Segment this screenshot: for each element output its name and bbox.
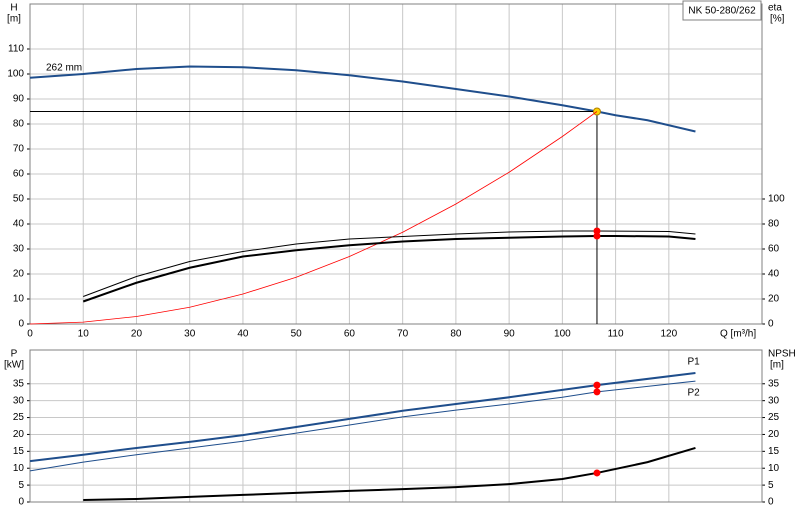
y2-tick-label: 0: [768, 319, 774, 330]
y-tick-label: 20: [13, 269, 25, 280]
x-tick-label: 10: [78, 329, 90, 340]
y2-tick-label: 35: [768, 378, 780, 389]
x-tick-label: 90: [504, 329, 516, 340]
y-tick-label: 15: [13, 446, 25, 457]
y2-tick-label: 100: [768, 194, 785, 205]
curve: [29, 371, 696, 463]
y-tick-label: 60: [13, 169, 25, 180]
x-tick-label: 120: [660, 329, 677, 340]
y-tick-label: 30: [13, 395, 25, 406]
y-tick-label: 110: [8, 44, 24, 55]
y-tick-label: 25: [13, 412, 25, 423]
y2-tick-label: 30: [768, 395, 780, 406]
y-tick-label: 90: [13, 94, 25, 105]
y-tick-label: 20: [13, 429, 25, 440]
curve-label: P1: [687, 357, 700, 368]
x-tick-label: 50: [291, 329, 303, 340]
y-tick-label: 35: [13, 378, 25, 389]
chart-title: NK 50-280/262: [688, 6, 756, 17]
y-tick-label: 10: [13, 294, 25, 305]
y-axis-label: H: [10, 3, 17, 14]
y2-tick-label: 20: [768, 429, 780, 440]
x-tick-label: 40: [237, 329, 249, 340]
duty-point: [593, 227, 601, 235]
y-tick-label: 10: [13, 463, 25, 474]
duty-point: [593, 469, 601, 477]
curve-label: P2: [687, 388, 700, 399]
y2-tick-label: 15: [768, 446, 780, 457]
x-tick-label: 110: [608, 329, 624, 340]
curve: [29, 380, 696, 472]
x-tick-label: 60: [344, 329, 356, 340]
curve: [83, 446, 696, 501]
y-axis-unit: [kW]: [4, 360, 24, 371]
x-tick-label: 20: [131, 329, 143, 340]
y2-axis-label: eta: [768, 3, 782, 14]
y-tick-label: 0: [18, 497, 24, 508]
y2-axis-unit: [%]: [770, 14, 785, 25]
plot-frame: [29, 3, 763, 325]
y2-tick-label: 0: [768, 497, 774, 508]
y2-tick-label: 20: [768, 294, 780, 305]
curve: [83, 230, 696, 297]
y2-tick-label: 80: [768, 219, 780, 230]
curve-label: 262 mm: [46, 62, 82, 73]
duty-point: [593, 388, 601, 396]
y-tick-label: 80: [13, 119, 25, 130]
y2-axis-unit: [m]: [770, 360, 784, 371]
y-tick-label: 100: [7, 69, 24, 80]
y-tick-label: 5: [18, 480, 24, 491]
curve: [29, 111, 598, 325]
y-axis-unit: [m]: [7, 14, 21, 25]
y-tick-label: 70: [13, 144, 25, 155]
duty-point: [593, 232, 601, 240]
duty-point: [593, 381, 601, 389]
y2-tick-label: 40: [768, 269, 780, 280]
curve: [29, 65, 696, 133]
plot-frame: [29, 349, 763, 503]
y-tick-label: 0: [18, 319, 24, 330]
y2-axis-label: NPSH: [768, 349, 796, 360]
x-tick-label: 0: [27, 329, 33, 340]
y-axis-label: P: [11, 349, 18, 360]
curve: [82, 235, 696, 303]
y-tick-label: 30: [13, 244, 25, 255]
y-tick-label: 40: [13, 219, 25, 230]
y2-tick-label: 10: [768, 463, 780, 474]
y-tick-label: 50: [13, 194, 25, 205]
y2-tick-label: 5: [768, 480, 774, 491]
x-tick-label: 100: [554, 329, 571, 340]
title-box: [682, 0, 762, 21]
x-tick-label: 80: [450, 329, 462, 340]
x-tick-label: 30: [184, 329, 196, 340]
y2-tick-label: 25: [768, 412, 780, 423]
x-tick-label: 70: [397, 329, 409, 340]
y2-tick-label: 60: [768, 244, 780, 255]
x-axis-label: Q [m³/h]: [720, 329, 756, 340]
